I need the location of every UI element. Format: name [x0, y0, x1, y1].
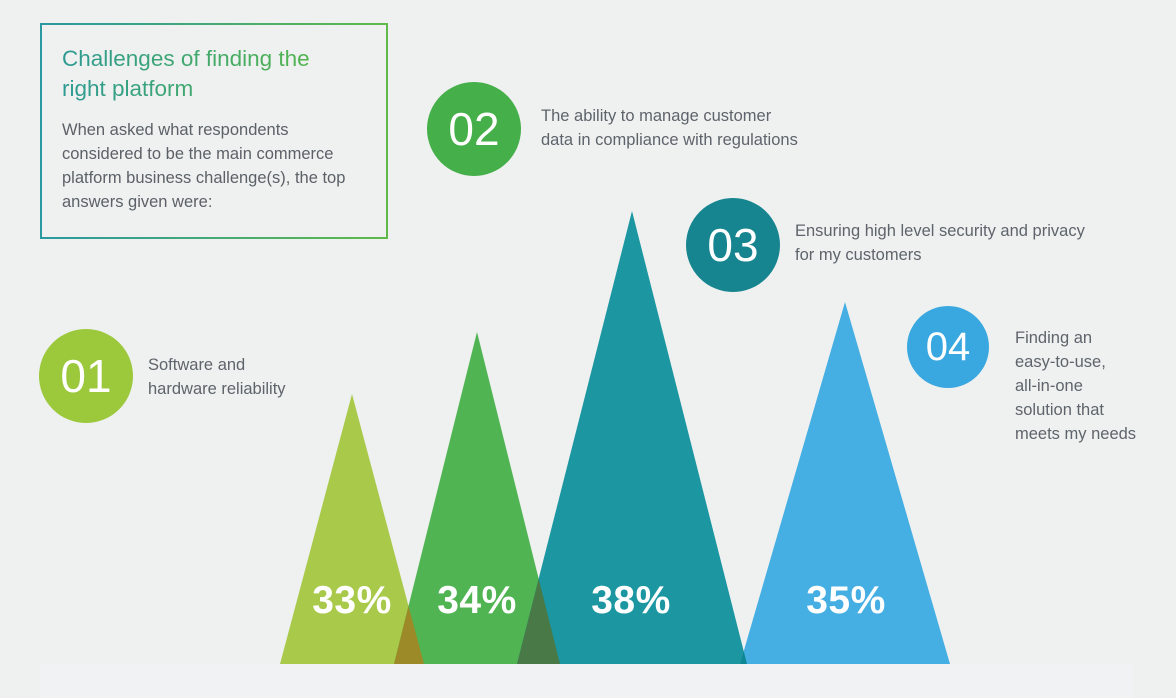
- peak-overlap-1-2: [394, 606, 424, 664]
- page-title: Challenges of finding the right platform: [62, 44, 310, 104]
- peak-value-label-1: 33%: [312, 579, 392, 622]
- callout-number-3: 03: [707, 219, 759, 271]
- callout-label-2: The ability to manage customer data in c…: [541, 107, 798, 149]
- intro-panel: Challenges of finding the right platform…: [40, 23, 388, 239]
- peak-overlap-2-3: [517, 578, 560, 664]
- callout-number-2: 02: [448, 103, 500, 155]
- callout-number-badge-1: 01: [39, 329, 133, 423]
- peak-value-label-2: 34%: [437, 579, 517, 622]
- peak-triangle-2: [394, 332, 560, 664]
- peak-value-label-4: 35%: [806, 579, 886, 622]
- peak-value-label-3: 38%: [591, 579, 671, 622]
- peak-triangle-1: [280, 394, 424, 664]
- callout-label-1: Software and hardware reliability: [148, 356, 286, 398]
- peak-triangle-4: [740, 302, 950, 664]
- intro-description: When asked what respondents considered t…: [62, 121, 346, 211]
- callout-label-3: Ensuring high level security and privacy…: [795, 222, 1085, 264]
- footer-strip: [40, 664, 1133, 698]
- peak-triangle-3: [517, 211, 747, 664]
- callout-label-4: Finding an easy-to-use, all-in-one solut…: [1015, 329, 1137, 443]
- callout-number-badge-4: 04: [907, 306, 989, 388]
- callout-number-badge-2: 02: [427, 82, 521, 176]
- callout-number-4: 04: [925, 324, 971, 369]
- callout-number-1: 01: [60, 350, 112, 402]
- callout-number-badge-3: 03: [686, 198, 780, 292]
- peak-overlap-3-4: [740, 651, 747, 664]
